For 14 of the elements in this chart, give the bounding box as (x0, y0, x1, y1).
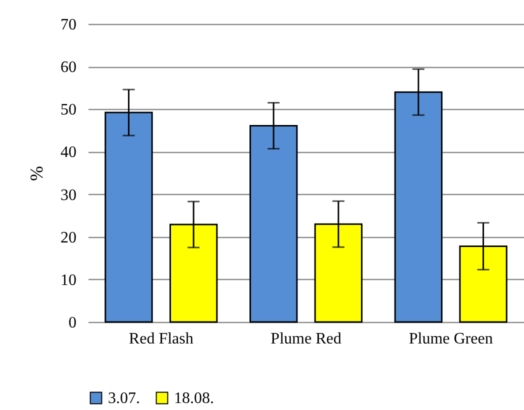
y-tick-label: 20 (60, 229, 76, 246)
legend-label: 18.08. (174, 390, 214, 407)
y-axis-title: % (26, 166, 46, 181)
y-tick-label: 40 (60, 144, 76, 162)
x-tick-label: Plume Green (408, 330, 493, 348)
y-tick-label: 50 (60, 102, 76, 119)
x-tick-label: Red Flash (128, 330, 194, 348)
y-tick-label: 30 (60, 186, 76, 204)
y-tick-label: 70 (60, 16, 76, 34)
x-tick-label: Plume Red (270, 330, 342, 348)
legend-label: 3.07. (108, 390, 140, 407)
y-tick-label: 10 (60, 272, 76, 289)
y-tick-label: 0 (68, 314, 76, 332)
y-tick-label: 60 (60, 59, 76, 76)
